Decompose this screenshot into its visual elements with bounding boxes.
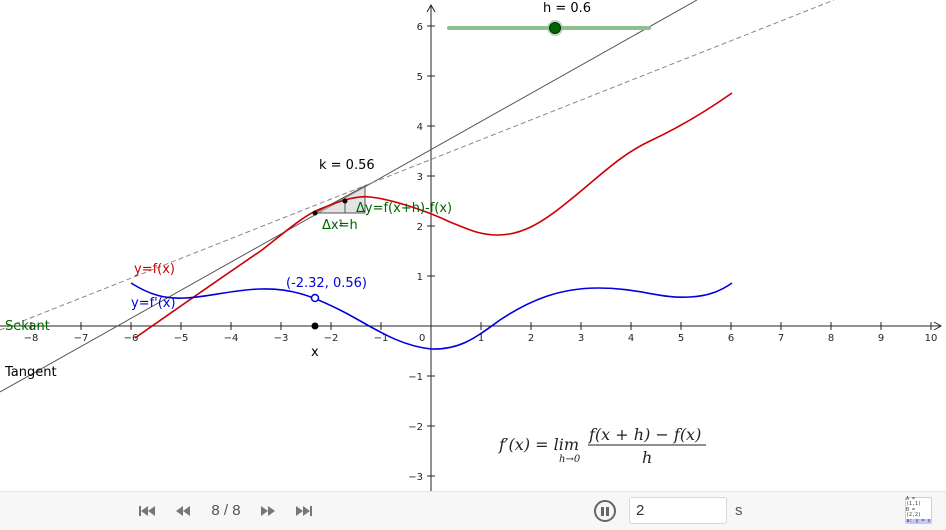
y-tick-label: 2 [417, 222, 423, 233]
slider-label: h = 0.6 [543, 1, 591, 16]
x-tick-label: 5 [678, 333, 684, 344]
dy-label: Δy=f(x+h)-f(x) [356, 201, 452, 216]
tangent-label: Tangent [4, 365, 57, 380]
formula-limit-sub: h→0 [559, 454, 581, 465]
y-tick-label: 3 [417, 172, 423, 183]
x-tick-label: −4 [224, 333, 239, 344]
pause-icon[interactable] [594, 500, 616, 522]
x-tick-label: 6 [728, 333, 734, 344]
formula-numerator: f(x + h) − f(x) [588, 425, 701, 444]
derivative-formula: f′(x) = lim h→0 f(x + h) − f(x) h [498, 425, 706, 467]
y-axis-arrow [426, 3, 436, 13]
fprime-curve-label: y=f'(x) [131, 296, 176, 311]
x-tick-label: −8 [24, 333, 39, 344]
step-forward-icon[interactable] [257, 502, 279, 520]
x-tick-label: 2 [528, 333, 534, 344]
point-xh-on-f[interactable] [342, 198, 348, 204]
x-point-label: x [311, 345, 319, 360]
formula-lhs: f′(x) = lim [498, 435, 579, 454]
function-f-curve[interactable] [134, 92, 733, 339]
graphics-view[interactable]: −8 −7 −6 −5 −4 −3 −2 −1 1 2 3 4 5 6 7 8 9 10 −3−2−1123456… [0, 0, 946, 491]
algebra-view-icon[interactable]: A = (1,1) B = (2,2) a: y = x [905, 497, 932, 524]
y-tick-label: −2 [408, 422, 423, 433]
origin-label: 0 [419, 333, 425, 344]
speed-unit-label: s [735, 502, 743, 519]
dx-label: Δx=h [322, 218, 358, 233]
skip-back-icon[interactable] [136, 502, 158, 520]
derivative-point-label: (-2.32, 0.56) [286, 276, 367, 291]
point-x-on-f[interactable] [312, 210, 318, 216]
secant-label: Sekant [5, 319, 50, 334]
point-x-on-axis[interactable] [311, 322, 319, 330]
x-tick-label: 9 [878, 333, 884, 344]
playback-toolbar: 8 / 8 s A = (1,1) B = (2,2) a: y = x [0, 491, 946, 530]
y-tick-label: −1 [408, 372, 423, 383]
function-fprime-curve[interactable] [130, 282, 733, 350]
f-curve-label: y=f(x) [134, 262, 175, 277]
x-tick-label: 3 [578, 333, 584, 344]
step-counter: 8 / 8 [211, 502, 241, 519]
x-tick-label: 8 [828, 333, 834, 344]
k-label: k = 0.56 [319, 158, 375, 173]
formula-denominator: h [642, 448, 652, 467]
step-back-icon[interactable] [172, 502, 194, 520]
y-tick-label: 4 [417, 122, 423, 133]
x-tick-label: 7 [778, 333, 784, 344]
x-tick-label: 4 [628, 333, 634, 344]
algebra-line-2: B = (2,2) [906, 507, 922, 518]
y-tick-label: 5 [417, 72, 423, 83]
y-tick-label: −3 [408, 472, 423, 483]
h-slider-knob[interactable] [549, 22, 561, 34]
x-tick-label: −3 [274, 333, 289, 344]
x-tick-label: −5 [174, 333, 189, 344]
tangent-line[interactable] [0, 0, 835, 331]
speed-input[interactable] [629, 497, 727, 524]
x-tick-label: −6 [124, 333, 139, 344]
algebra-line-1: A = (1,1) [906, 496, 922, 507]
x-tick-label: 1 [478, 333, 484, 344]
x-tick-label: −2 [324, 333, 339, 344]
x-tick-label: −7 [74, 333, 89, 344]
y-axis-ticks: −3 −2 −1 1 2 3 4 5 6 [408, 22, 435, 483]
x-tick-label: −1 [374, 333, 389, 344]
x-tick-label: 10 [925, 333, 938, 344]
point-derivative[interactable] [310, 293, 320, 303]
y-tick-label: 6 [417, 22, 423, 33]
skip-forward-icon[interactable] [293, 502, 315, 520]
small-one-label: 1 [338, 219, 344, 229]
x-axis-arrow [933, 321, 943, 331]
x-axis-ticks: −8 −7 −6 −5 −4 −3 −2 −1 1 2 3 4 5 6 7 8 9 10 [24, 322, 938, 344]
algebra-line-3: a: y = x [906, 518, 931, 524]
y-tick-label: 1 [417, 272, 423, 283]
